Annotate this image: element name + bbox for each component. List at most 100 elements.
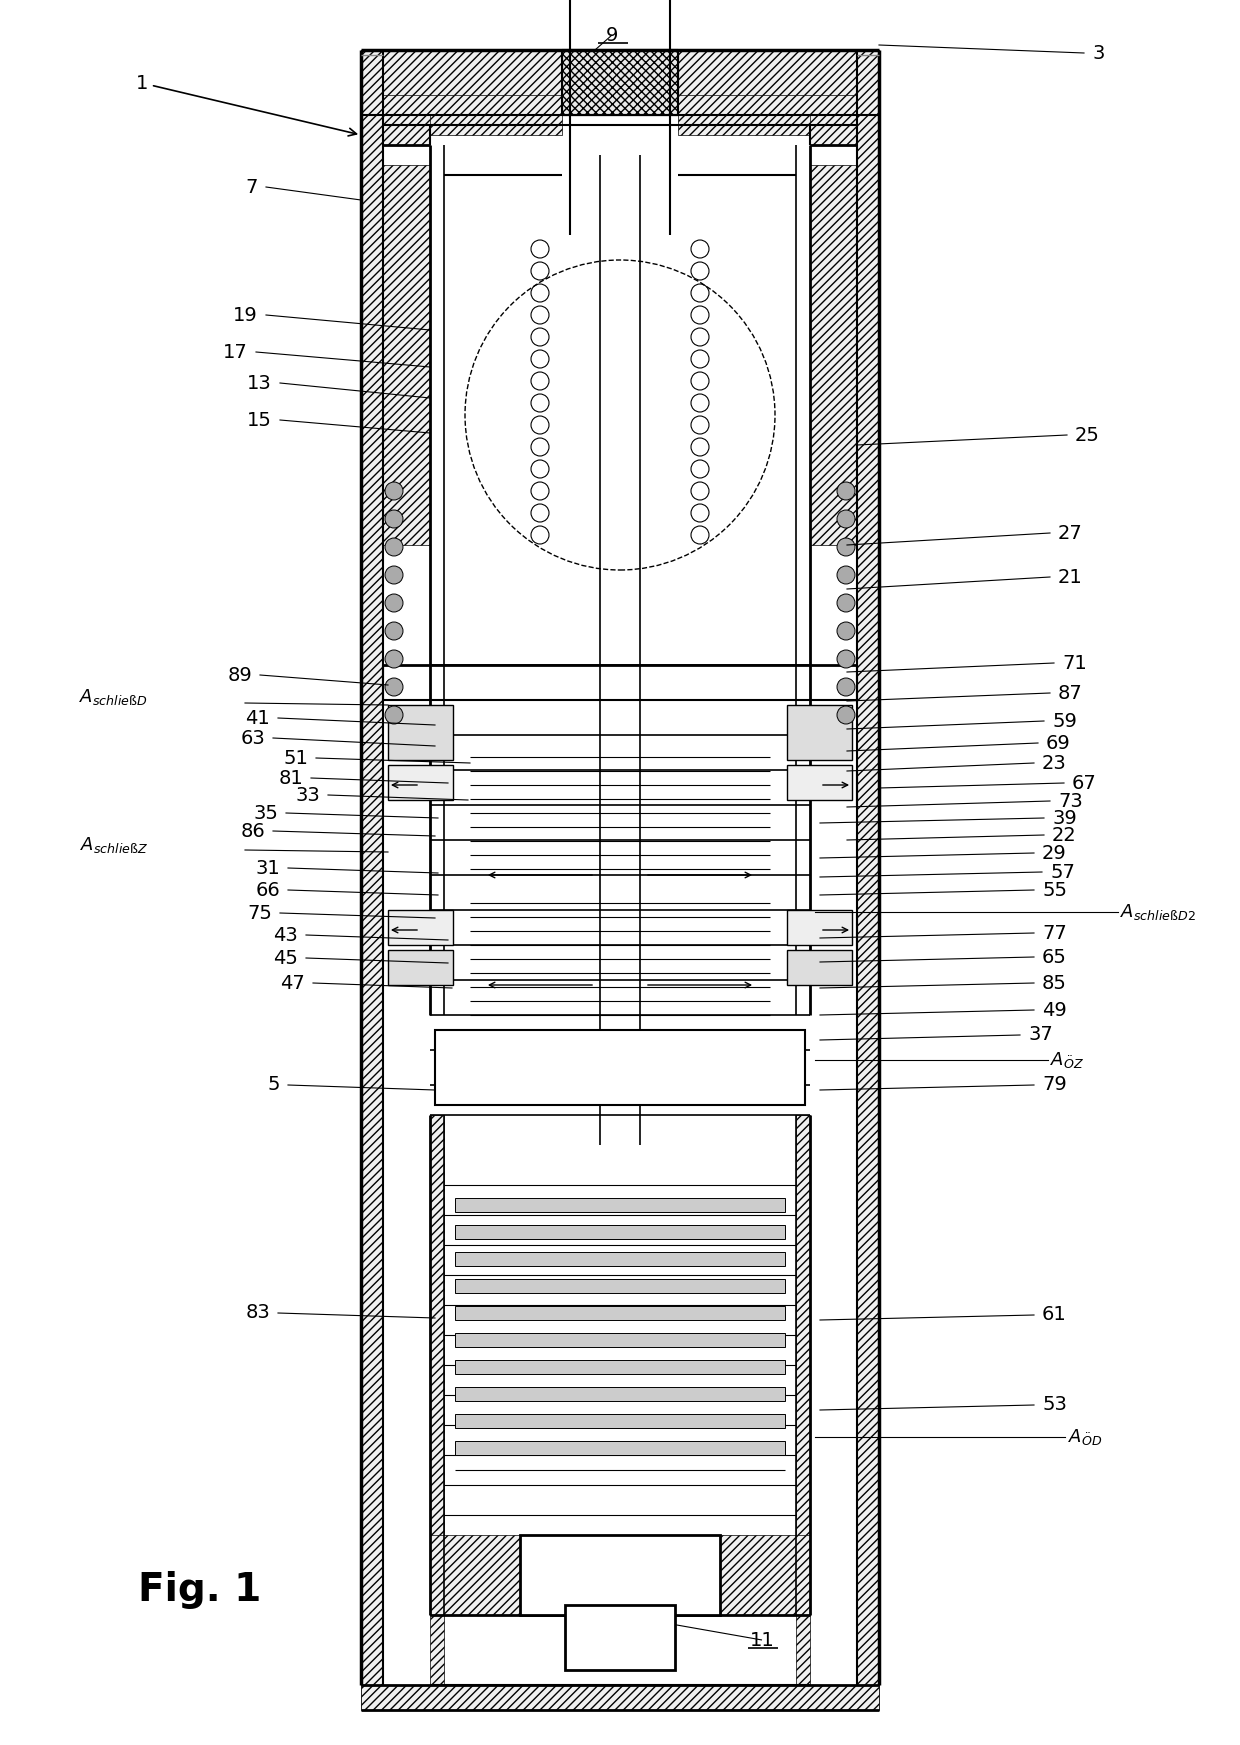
Bar — [430, 1616, 444, 1686]
Circle shape — [384, 565, 403, 585]
Bar — [455, 1359, 785, 1373]
Text: 1: 1 — [135, 73, 356, 136]
Bar — [678, 94, 857, 134]
Bar — [388, 705, 453, 761]
Text: 39: 39 — [1052, 808, 1076, 827]
Text: 45: 45 — [273, 949, 298, 967]
Circle shape — [384, 621, 403, 640]
Circle shape — [837, 593, 856, 612]
Text: 79: 79 — [1042, 1075, 1066, 1094]
Circle shape — [837, 565, 856, 585]
Bar — [455, 1225, 785, 1239]
Text: 81: 81 — [278, 768, 303, 787]
Bar — [455, 1199, 785, 1213]
Text: 37: 37 — [1028, 1026, 1053, 1045]
Bar — [455, 1441, 785, 1455]
Text: 43: 43 — [273, 925, 298, 944]
Bar — [455, 1333, 785, 1347]
Bar — [361, 51, 879, 115]
Circle shape — [837, 649, 856, 668]
Circle shape — [384, 679, 403, 696]
Bar — [455, 1279, 785, 1293]
Text: 77: 77 — [1042, 923, 1066, 942]
Text: 47: 47 — [280, 974, 305, 993]
Bar — [810, 115, 857, 145]
Bar — [361, 51, 383, 1686]
Bar — [383, 94, 562, 134]
Text: 19: 19 — [233, 305, 258, 325]
Bar — [455, 1387, 785, 1401]
Text: 55: 55 — [1042, 881, 1066, 899]
Circle shape — [384, 482, 403, 501]
Bar — [388, 949, 453, 984]
Bar — [430, 1115, 444, 1616]
Circle shape — [384, 649, 403, 668]
Text: 27: 27 — [1058, 524, 1083, 543]
Text: 85: 85 — [1042, 974, 1066, 993]
Text: 59: 59 — [1052, 712, 1076, 731]
Bar — [562, 51, 678, 115]
Text: Fig. 1: Fig. 1 — [138, 1570, 262, 1609]
Text: 49: 49 — [1042, 1000, 1066, 1019]
Text: 41: 41 — [246, 708, 270, 728]
Text: $\mathit{A}_{\ddot{O}D}$: $\mathit{A}_{\ddot{O}D}$ — [1068, 1427, 1102, 1447]
Text: 83: 83 — [246, 1304, 270, 1323]
Text: 57: 57 — [1050, 862, 1075, 881]
Text: $\mathit{A}_{\ddot{O}Z}$: $\mathit{A}_{\ddot{O}Z}$ — [1050, 1050, 1084, 1070]
Bar — [520, 1536, 720, 1616]
Text: 11: 11 — [750, 1630, 774, 1649]
Bar — [455, 1305, 785, 1319]
Circle shape — [384, 593, 403, 612]
Bar — [388, 764, 453, 799]
Bar — [383, 166, 430, 544]
Text: 15: 15 — [247, 410, 272, 429]
Text: 71: 71 — [1061, 653, 1086, 672]
Circle shape — [837, 537, 856, 557]
Bar — [430, 1536, 520, 1616]
Bar — [857, 51, 879, 1686]
Text: 3: 3 — [1092, 44, 1105, 63]
Text: 67: 67 — [1073, 773, 1096, 792]
Text: 66: 66 — [255, 881, 280, 899]
Text: 89: 89 — [227, 665, 252, 684]
Text: 63: 63 — [241, 728, 265, 747]
Text: 21: 21 — [1058, 567, 1083, 586]
Bar — [810, 166, 857, 544]
Text: $\mathit{A}_{schlie\mathrm{\ss}Z}$: $\mathit{A}_{schlie\mathrm{\ss}Z}$ — [79, 836, 148, 855]
Bar — [787, 764, 852, 799]
Bar — [796, 1115, 810, 1616]
Text: 23: 23 — [1042, 754, 1066, 773]
Text: 22: 22 — [1052, 825, 1076, 845]
Bar — [383, 115, 430, 145]
Bar — [787, 949, 852, 984]
Text: 73: 73 — [1058, 792, 1083, 810]
Text: 87: 87 — [1058, 684, 1083, 703]
Circle shape — [384, 537, 403, 557]
Text: 69: 69 — [1047, 733, 1071, 752]
Bar — [435, 1030, 805, 1105]
Circle shape — [837, 482, 856, 501]
Text: 29: 29 — [1042, 843, 1066, 862]
Text: 5: 5 — [268, 1075, 280, 1094]
Circle shape — [837, 707, 856, 724]
Text: 65: 65 — [1042, 948, 1066, 967]
Text: 35: 35 — [253, 803, 278, 822]
Bar — [455, 1251, 785, 1267]
Text: 53: 53 — [1042, 1396, 1066, 1415]
Text: 75: 75 — [247, 904, 272, 923]
Circle shape — [837, 679, 856, 696]
Bar — [796, 1616, 810, 1686]
Text: 25: 25 — [1075, 426, 1100, 445]
Bar — [388, 909, 453, 946]
Bar — [361, 1686, 879, 1710]
Text: 7: 7 — [246, 178, 258, 197]
Text: 13: 13 — [247, 373, 272, 393]
Circle shape — [837, 621, 856, 640]
Circle shape — [837, 510, 856, 529]
Text: 33: 33 — [295, 785, 320, 804]
Text: 17: 17 — [223, 342, 248, 361]
Text: 31: 31 — [255, 859, 280, 878]
Text: 86: 86 — [241, 822, 265, 841]
Circle shape — [384, 510, 403, 529]
Text: $\mathit{A}_{schlie\mathrm{\ss}D2}$: $\mathit{A}_{schlie\mathrm{\ss}D2}$ — [1120, 902, 1195, 921]
